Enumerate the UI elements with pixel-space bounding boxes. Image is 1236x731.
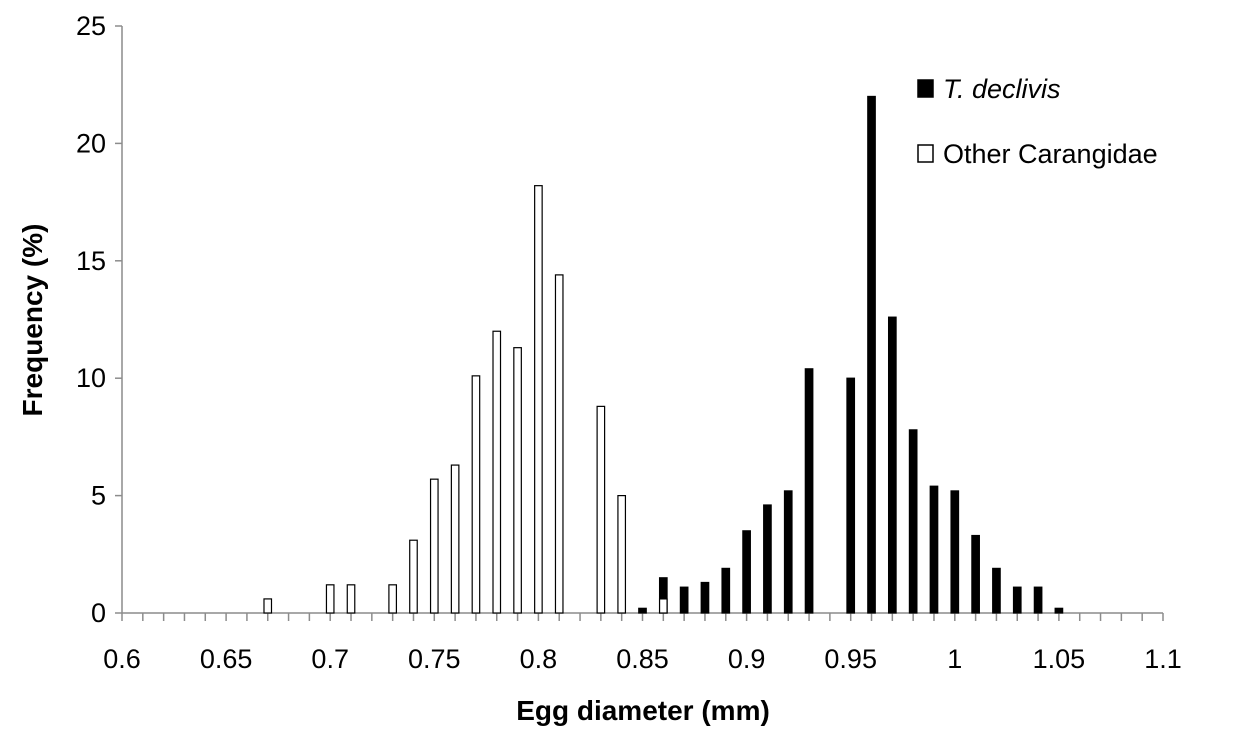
bar-t-declivis	[846, 377, 856, 614]
bar-other-carangidae	[471, 375, 481, 614]
bar-t-declivis	[867, 95, 876, 614]
bar-t-declivis	[700, 581, 710, 614]
bar-other-carangidae	[409, 539, 418, 614]
bar-t-declivis	[1033, 586, 1043, 614]
bar-t-declivis	[742, 530, 751, 614]
bar-t-declivis	[783, 490, 793, 614]
x-tick-label: 0.65	[200, 644, 253, 674]
x-tick-label: 0.9	[728, 644, 766, 674]
legend-label-other-carangidae: Other Carangidae	[943, 139, 1158, 169]
x-tick-label: 0.7	[311, 644, 349, 674]
bar-t-declivis	[638, 607, 647, 614]
bar-other-carangidae	[429, 478, 439, 614]
y-tick-label: 15	[76, 246, 106, 276]
y-tick-label: 25	[76, 11, 106, 41]
bar-other-carangidae	[388, 584, 398, 614]
x-tick-label: 0.95	[824, 644, 877, 674]
bar-t-declivis	[804, 368, 814, 614]
bar-t-declivis	[992, 567, 1001, 614]
x-tick-label: 1.1	[1144, 644, 1182, 674]
x-tick-label: 0.8	[520, 644, 558, 674]
y-tick-label: 20	[76, 128, 106, 158]
plot-area: 0 5 10 15 20 25 0.6 0.65 0.7 0.75 0.8 0.85 0.9 0.95 1 1…	[76, 11, 1182, 674]
bar-other-carangidae	[263, 598, 273, 614]
x-tick-label: 1.05	[1033, 644, 1086, 674]
bar-t-declivis	[887, 316, 897, 614]
bar-t-declivis	[1054, 607, 1064, 614]
y-tick-label: 5	[91, 481, 106, 511]
legend: T. declivis Other Carangidae	[917, 74, 1158, 169]
legend-swatch-t-declivis	[917, 79, 934, 98]
x-tick-label: 0.75	[408, 644, 461, 674]
bar-t-declivis	[971, 534, 980, 614]
bar-other-carangidae	[325, 584, 335, 614]
bar-t-declivis	[950, 490, 960, 614]
bar-other-carangidae	[617, 495, 627, 614]
bar-other-carangidae	[596, 405, 606, 614]
y-axis-title: Frequency (%)	[17, 224, 48, 417]
bar-other-carangidae	[492, 330, 502, 614]
bar-t-declivis	[721, 567, 731, 614]
legend-label-t-declivis: T. declivis	[943, 74, 1061, 104]
bar-other-carangidae	[513, 347, 522, 614]
bar-t-declivis	[679, 586, 689, 614]
bar-t-declivis	[763, 504, 772, 614]
x-tick-label: 0.85	[616, 644, 669, 674]
bar-t-declivis	[1012, 586, 1022, 614]
bar-other-carangidae	[450, 464, 460, 614]
bar-other-carangidae	[346, 584, 356, 614]
y-tick-label: 10	[76, 363, 106, 393]
legend-swatch-other-carangidae	[917, 144, 934, 163]
x-tick-label: 0.6	[103, 644, 141, 674]
bar-other-carangidae	[658, 598, 668, 614]
bar-t-declivis	[929, 485, 939, 614]
x-axis-title: Egg diameter (mm)	[516, 695, 770, 726]
y-tick-label: 0	[91, 598, 106, 628]
x-tick-label: 1	[947, 644, 962, 674]
bar-t-declivis	[908, 429, 918, 614]
bar-other-carangidae	[534, 185, 543, 614]
bar-other-carangidae	[554, 274, 564, 614]
